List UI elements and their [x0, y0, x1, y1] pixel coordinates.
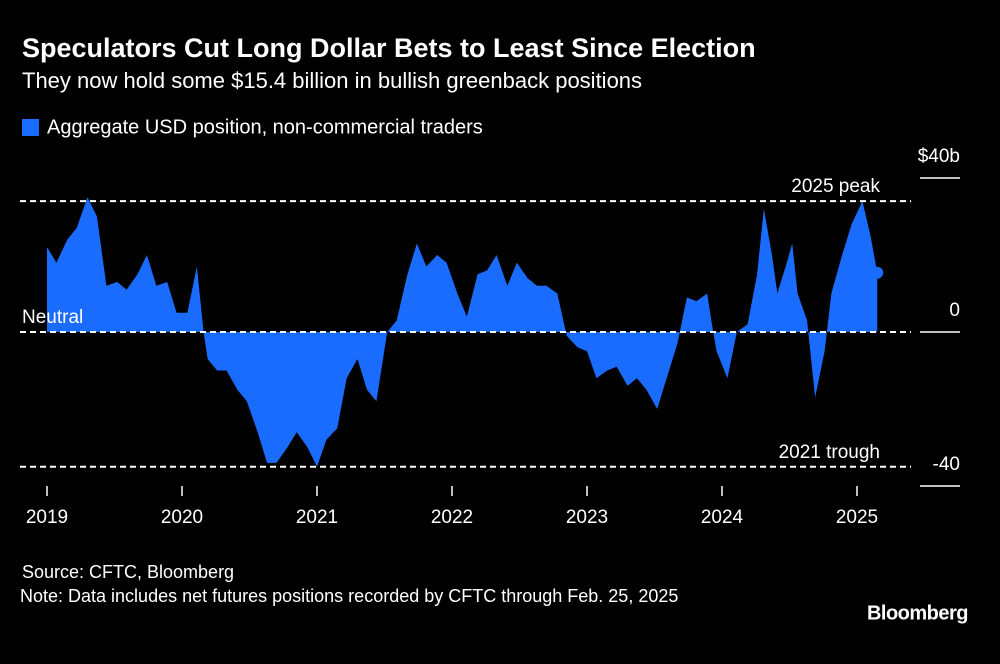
legend-swatch — [22, 119, 39, 136]
annotation: 2025 peak — [791, 176, 880, 197]
logo: Bloomberg — [867, 602, 968, 624]
annotation: 2021 trough — [779, 442, 880, 463]
x-tick-label: 2025 — [836, 507, 878, 528]
x-tick-label: 2024 — [701, 507, 744, 528]
x-tick-label: 2022 — [431, 507, 473, 528]
note-box: Note: Data includes net futures position… — [20, 586, 679, 606]
x-tick-label: 2023 — [566, 507, 608, 528]
chart-subtitle: They now hold some $15.4 billion in bull… — [22, 68, 642, 93]
source: Source: CFTC, Bloomberg — [22, 562, 234, 582]
legend-label: Aggregate USD position, non-commercial t… — [47, 116, 483, 138]
x-tick-label: 2019 — [26, 507, 68, 528]
x-tick-label: 2020 — [161, 507, 203, 528]
y-tick-label: -40 — [933, 454, 960, 475]
x-tick-label: 2021 — [296, 507, 338, 528]
annotation: Neutral — [22, 307, 83, 328]
y-tick-label: $40b — [918, 146, 960, 167]
last-point — [871, 266, 884, 279]
y-tick-label: 0 — [949, 300, 960, 321]
chart-title: Speculators Cut Long Dollar Bets to Leas… — [22, 33, 756, 63]
note: Note: Data includes net futures position… — [20, 586, 679, 606]
